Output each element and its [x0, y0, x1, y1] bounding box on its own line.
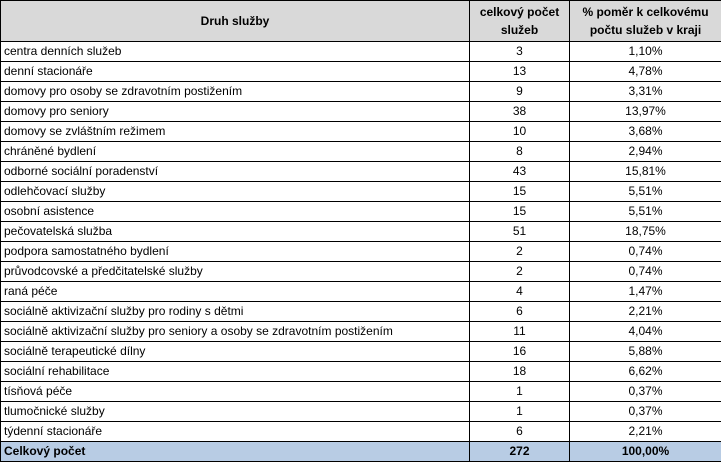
table-row: týdenní stacionáře 6 2,21% — [0, 421, 721, 442]
service-name: sociálně aktivizační služby pro seniory … — [0, 321, 470, 342]
service-count: 18 — [469, 361, 570, 382]
service-name: průvodcovské a předčitatelské služby — [0, 261, 470, 282]
total-label: Celkový počet — [0, 441, 470, 462]
service-count: 1 — [469, 401, 570, 422]
table-row: osobní asistence 15 5,51% — [0, 201, 721, 222]
service-percentage: 13,97% — [569, 101, 721, 122]
service-name: odborné sociální poradenství — [0, 161, 470, 182]
service-count: 6 — [469, 421, 570, 442]
service-count: 1 — [469, 381, 570, 402]
total-percentage: 100,00% — [569, 441, 721, 462]
service-percentage: 18,75% — [569, 221, 721, 242]
table-row: domovy pro seniory 38 13,97% — [0, 101, 721, 122]
service-percentage: 15,81% — [569, 161, 721, 182]
table-row: centra denních služeb 3 1,10% — [0, 41, 721, 62]
service-name: domovy pro seniory — [0, 101, 470, 122]
service-name: raná péče — [0, 281, 470, 302]
table-body: centra denních služeb 3 1,10% denní stacion… — [0, 41, 721, 442]
table-row: odborné sociální poradenství 43 15,81% — [0, 161, 721, 182]
service-name: osobní asistence — [0, 201, 470, 222]
header-service-type: Druh služby — [0, 0, 470, 42]
service-count: 13 — [469, 61, 570, 82]
service-count: 8 — [469, 141, 570, 162]
service-percentage: 5,88% — [569, 341, 721, 362]
service-name: centra denních služeb — [0, 41, 470, 62]
service-name: chráněné bydlení — [0, 141, 470, 162]
table-row: domovy se zvláštním režimem 10 3,68% — [0, 121, 721, 142]
service-count: 6 — [469, 301, 570, 322]
service-percentage: 0,74% — [569, 261, 721, 282]
table-row: podpora samostatného bydlení 2 0,74% — [0, 241, 721, 262]
service-count: 43 — [469, 161, 570, 182]
table-row: sociálně aktivizační služby pro seniory … — [0, 321, 721, 342]
service-name: denní stacionáře — [0, 61, 470, 82]
service-name: domovy pro osoby se zdravotním postižení… — [0, 81, 470, 102]
service-count: 3 — [469, 41, 570, 62]
service-percentage: 4,04% — [569, 321, 721, 342]
total-row: Celkový počet 272 100,00% — [0, 441, 721, 462]
service-percentage: 2,21% — [569, 421, 721, 442]
service-name: domovy se zvláštním režimem — [0, 121, 470, 142]
service-count: 51 — [469, 221, 570, 242]
header-row: Druh služby celkový počet služeb % poměr… — [0, 0, 721, 42]
service-percentage: 2,94% — [569, 141, 721, 162]
table-row: domovy pro osoby se zdravotním postižení… — [0, 81, 721, 102]
table-row: denní stacionáře 13 4,78% — [0, 61, 721, 82]
table-row: sociální rehabilitace 18 6,62% — [0, 361, 721, 382]
service-count: 2 — [469, 241, 570, 262]
service-percentage: 3,31% — [569, 81, 721, 102]
service-name: odlehčovací služby — [0, 181, 470, 202]
service-name: podpora samostatného bydlení — [0, 241, 470, 262]
service-count: 2 — [469, 261, 570, 282]
service-count: 11 — [469, 321, 570, 342]
table-row: tísňová péče 1 0,37% — [0, 381, 721, 402]
service-percentage: 5,51% — [569, 181, 721, 202]
service-percentage: 5,51% — [569, 201, 721, 222]
service-percentage: 6,62% — [569, 361, 721, 382]
table-row: sociálně aktivizační služby pro rodiny s… — [0, 301, 721, 322]
service-percentage: 1,47% — [569, 281, 721, 302]
table-row: chráněné bydlení 8 2,94% — [0, 141, 721, 162]
service-count: 15 — [469, 201, 570, 222]
service-name: sociálně aktivizační služby pro rodiny s… — [0, 301, 470, 322]
service-percentage: 4,78% — [569, 61, 721, 82]
service-name: sociálně terapeutické dílny — [0, 341, 470, 362]
service-percentage: 0,74% — [569, 241, 721, 262]
service-name: pečovatelská služba — [0, 221, 470, 242]
service-count: 15 — [469, 181, 570, 202]
service-percentage: 0,37% — [569, 381, 721, 402]
service-name: sociální rehabilitace — [0, 361, 470, 382]
table-row: průvodcovské a předčitatelské služby 2 0,7… — [0, 261, 721, 282]
service-count: 16 — [469, 341, 570, 362]
service-count: 9 — [469, 81, 570, 102]
header-total-count: celkový počet služeb — [469, 0, 570, 42]
service-percentage: 0,37% — [569, 401, 721, 422]
service-percentage: 3,68% — [569, 121, 721, 142]
service-percentage: 2,21% — [569, 301, 721, 322]
table-row: tlumočnické služby 1 0,37% — [0, 401, 721, 422]
service-name: tísňová péče — [0, 381, 470, 402]
header-percentage: % poměr k celkovému počtu služeb v kraji — [569, 0, 721, 42]
service-percentage: 1,10% — [569, 41, 721, 62]
table-row: raná péče 4 1,47% — [0, 281, 721, 302]
service-count: 4 — [469, 281, 570, 302]
total-count: 272 — [469, 441, 570, 462]
table-row: odlehčovací služby 15 5,51% — [0, 181, 721, 202]
service-name: týdenní stacionáře — [0, 421, 470, 442]
service-count: 38 — [469, 101, 570, 122]
table-row: sociálně terapeutické dílny 16 5,88% — [0, 341, 721, 362]
table-row: pečovatelská služba 51 18,75% — [0, 221, 721, 242]
service-count: 10 — [469, 121, 570, 142]
service-name: tlumočnické služby — [0, 401, 470, 422]
